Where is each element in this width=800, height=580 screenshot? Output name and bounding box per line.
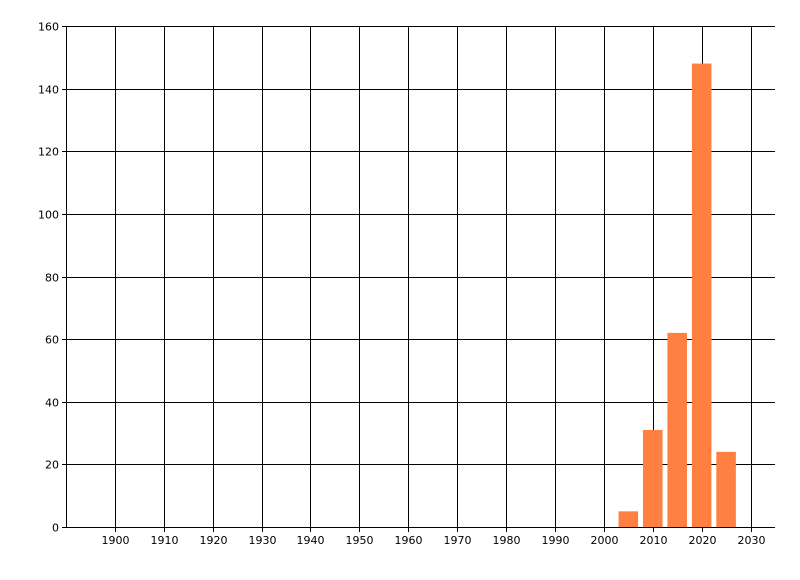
y-tick-label: 120 <box>38 146 59 159</box>
y-tick-label: 140 <box>38 84 59 97</box>
bar <box>716 451 736 527</box>
y-tick-label: 40 <box>45 397 59 410</box>
x-tick-label: 1960 <box>395 534 423 547</box>
bar <box>691 63 712 527</box>
x-tick-label: 1990 <box>542 534 570 547</box>
x-tick-label: 1980 <box>493 534 521 547</box>
x-tick-label: 1930 <box>249 534 277 547</box>
x-tick-label: 1900 <box>102 534 130 547</box>
x-tick-label: 1910 <box>151 534 179 547</box>
x-tick-label: 1920 <box>200 534 228 547</box>
bar <box>667 332 687 527</box>
y-tick-label: 0 <box>52 522 59 535</box>
y-tick-label: 160 <box>38 21 59 34</box>
bar <box>642 429 663 527</box>
x-tick-label: 1970 <box>444 534 472 547</box>
x-tick-label: 2030 <box>738 534 766 547</box>
y-tick-label: 60 <box>45 334 59 347</box>
y-tick-label: 20 <box>45 459 59 472</box>
y-tick-label: 100 <box>38 209 59 222</box>
bar <box>618 511 639 527</box>
y-tick-label: 80 <box>45 272 59 285</box>
x-tick-label: 1940 <box>297 534 325 547</box>
x-tick-label: 2000 <box>591 534 619 547</box>
x-tick-label: 2010 <box>640 534 668 547</box>
x-tick-label: 1950 <box>346 534 374 547</box>
x-tick-label: 2020 <box>689 534 717 547</box>
